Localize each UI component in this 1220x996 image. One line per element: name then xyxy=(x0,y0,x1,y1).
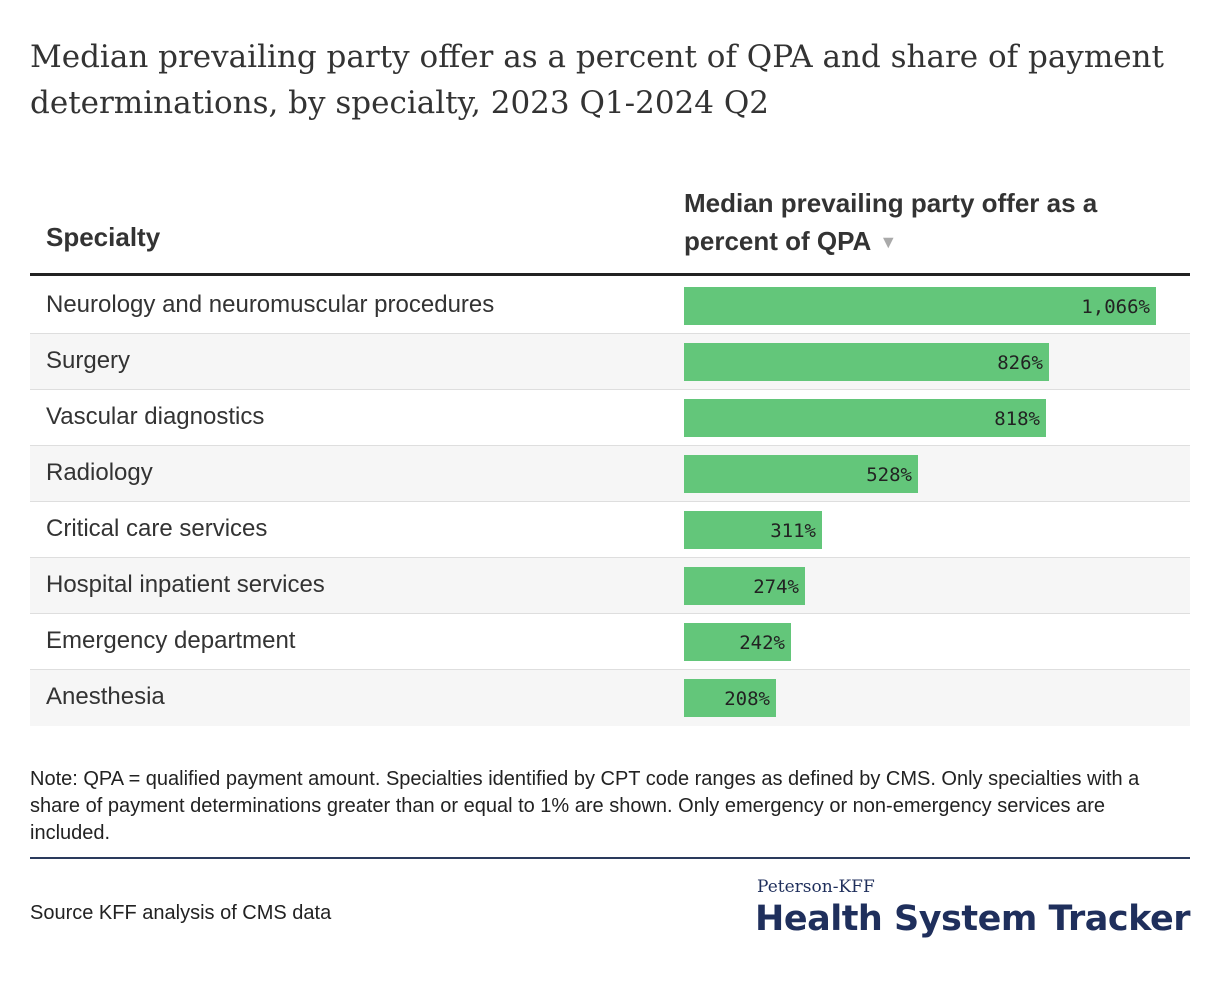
bar-value-label: 1,066% xyxy=(1081,296,1150,318)
logo-top-text: Peterson-KFF xyxy=(757,877,875,897)
bar-track: 274% xyxy=(684,567,1184,605)
bar-value-label: 208% xyxy=(724,688,770,710)
value-bar: 818% xyxy=(684,399,1046,437)
value-bar: 274% xyxy=(684,567,805,605)
table-row: Radiology 528% xyxy=(30,446,1190,502)
bar-track: 528% xyxy=(684,455,1184,493)
bar-value-label: 818% xyxy=(994,408,1040,430)
table-row: Emergency department 242% xyxy=(30,614,1190,670)
specialty-label: Vascular diagnostics xyxy=(46,403,265,430)
bar-track: 818% xyxy=(684,399,1184,437)
specialty-label: Emergency department xyxy=(46,627,296,654)
bar-value-label: 242% xyxy=(739,632,785,654)
value-bar: 826% xyxy=(684,343,1049,381)
divider xyxy=(30,857,1190,859)
table-row: Neurology and neuromuscular procedures 1,… xyxy=(30,278,1190,334)
table-row: Surgery 826% xyxy=(30,334,1190,390)
logo-main-text: Health System Tracker xyxy=(755,899,1190,939)
specialty-label: Radiology xyxy=(46,459,153,486)
specialty-label: Critical care services xyxy=(46,515,268,542)
value-bar: 311% xyxy=(684,511,822,549)
value-column-header[interactable]: Median prevailing party offer as a perce… xyxy=(684,184,1184,261)
value-bar: 1,066% xyxy=(684,287,1156,325)
specialty-label: Anesthesia xyxy=(46,683,165,710)
table-row: Anesthesia 208% xyxy=(30,670,1190,726)
table-row: Critical care services 311% xyxy=(30,502,1190,558)
table-row: Hospital inpatient services 274% xyxy=(30,558,1190,614)
table-header: Specialty Median prevailing party offer … xyxy=(30,182,1190,276)
chart-title: Median prevailing party offer as a perce… xyxy=(30,39,1164,121)
specialty-label: Surgery xyxy=(46,347,131,374)
bar-track: 242% xyxy=(684,623,1184,661)
brand-logo: Peterson-KFF Health System Tracker xyxy=(755,876,1190,940)
value-column-header-label: Median prevailing party offer as a perce… xyxy=(684,188,1098,256)
sort-down-icon[interactable]: ▼ xyxy=(879,232,898,252)
bar-track: 311% xyxy=(684,511,1184,549)
value-bar: 242% xyxy=(684,623,791,661)
value-bar: 208% xyxy=(684,679,776,717)
bar-track: 208% xyxy=(684,679,1184,717)
source-text: Source KFF analysis of CMS data xyxy=(30,902,332,924)
specialty-label: Hospital inpatient services xyxy=(46,571,325,598)
specialty-label: Neurology and neuromuscular procedures xyxy=(46,291,495,318)
bar-value-label: 311% xyxy=(770,520,816,542)
bar-track: 1,066% xyxy=(684,287,1184,325)
bar-track: 826% xyxy=(684,343,1184,381)
bar-value-label: 528% xyxy=(866,464,912,486)
specialty-column-header[interactable]: Specialty xyxy=(46,222,161,252)
bar-value-label: 274% xyxy=(753,576,799,598)
table-body: Neurology and neuromuscular procedures 1,… xyxy=(30,278,1190,726)
value-bar: 528% xyxy=(684,455,918,493)
chart-note: Note: QPA = qualified payment amount. Sp… xyxy=(30,768,1140,844)
table-row: Vascular diagnostics 818% xyxy=(30,390,1190,446)
bar-value-label: 826% xyxy=(997,352,1043,374)
